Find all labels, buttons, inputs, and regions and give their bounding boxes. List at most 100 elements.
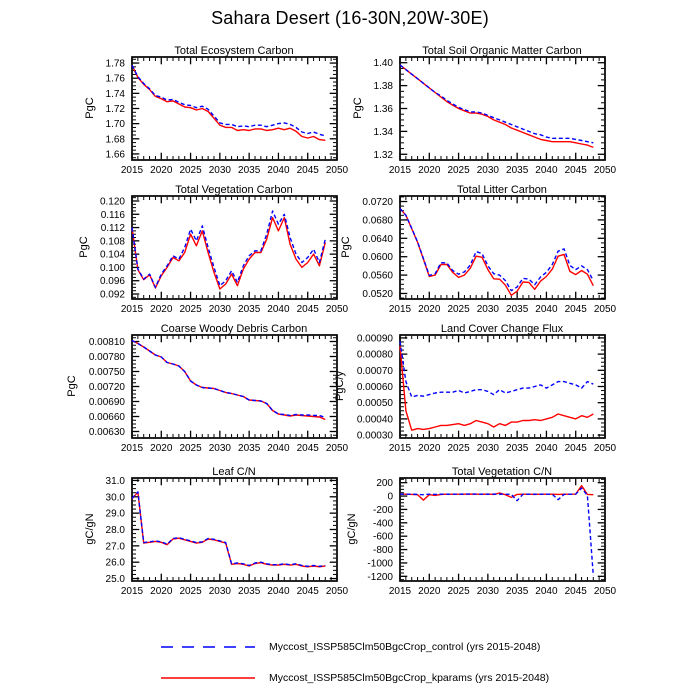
legend-label-control: Myccost_ISSP585Clm50BgcCrop_control (yrs…	[269, 641, 541, 653]
svg-text:2030: 2030	[209, 304, 232, 315]
svg-text:0.00630: 0.00630	[89, 427, 126, 438]
svg-text:200: 200	[376, 478, 393, 489]
svg-text:25.0: 25.0	[106, 574, 126, 585]
svg-text:2020: 2020	[150, 165, 173, 176]
chart-plot-total-ecosystem-carbon: 2015 2020 2025 2030 2035 2040 2045 2050 1.66 1.68…	[106, 56, 349, 176]
svg-text:2035: 2035	[238, 304, 261, 315]
svg-text:0.00050: 0.00050	[357, 398, 394, 409]
svg-text:2015: 2015	[389, 304, 412, 315]
svg-text:2025: 2025	[447, 165, 470, 176]
svg-text:2015: 2015	[121, 304, 144, 315]
svg-text:2020: 2020	[150, 586, 173, 597]
svg-text:0.00690: 0.00690	[89, 397, 126, 408]
svg-text:0.100: 0.100	[100, 263, 125, 274]
svg-text:0.112: 0.112	[101, 223, 126, 234]
chart-plot-land-cover-change-flux: 2015 2020 2025 2030 2035 2040 2045 2050 0.00030 0…	[357, 333, 617, 454]
chart-plot-coarse-woody-debris-carbon: 2015 2020 2025 2030 2035 2040 2045 2050 0.00630 0…	[89, 334, 349, 454]
svg-text:-600: -600	[373, 532, 393, 543]
svg-text:2040: 2040	[267, 304, 290, 315]
legend-line-dashed-blue	[161, 646, 255, 648]
svg-text:2030: 2030	[477, 586, 500, 597]
chart-plot-total-vegetation-carbon: 2015 2020 2025 2030 2035 2040 2045 2050 0.092 0.0…	[100, 195, 349, 315]
svg-text:2020: 2020	[418, 586, 441, 597]
svg-text:0.00070: 0.00070	[357, 366, 394, 377]
svg-text:-200: -200	[373, 505, 393, 516]
svg-text:2030: 2030	[209, 586, 232, 597]
svg-text:2045: 2045	[565, 586, 588, 597]
svg-text:0.00030: 0.00030	[357, 431, 394, 442]
svg-text:2015: 2015	[389, 165, 412, 176]
svg-text:29.0: 29.0	[106, 509, 126, 520]
svg-text:-400: -400	[373, 518, 393, 529]
svg-text:2050: 2050	[326, 165, 349, 176]
chart-title: Total Vegetation Carbon	[175, 184, 293, 196]
svg-text:2025: 2025	[179, 586, 202, 597]
chart-cell-total-vegetation-cn: Total Vegetation C/N gC/gN 2015 2020 2025 2…	[330, 466, 630, 618]
svg-text:2050: 2050	[594, 586, 617, 597]
svg-text:0.00660: 0.00660	[89, 412, 126, 423]
svg-text:2030: 2030	[477, 165, 500, 176]
svg-text:2050: 2050	[594, 165, 617, 176]
svg-text:0.0640: 0.0640	[362, 234, 393, 245]
svg-text:0.00080: 0.00080	[357, 350, 394, 361]
svg-text:-1200: -1200	[367, 572, 393, 583]
chart-title: Total Litter Carbon	[457, 184, 547, 196]
chart-cell-total-litter-carbon: Total Litter Carbon PgC 2015 2020 2025 2030…	[330, 184, 630, 336]
svg-text:1.36: 1.36	[374, 104, 394, 115]
svg-text:2035: 2035	[238, 586, 261, 597]
svg-text:2045: 2045	[297, 443, 320, 454]
svg-text:1.68: 1.68	[106, 134, 126, 145]
main-title: Sahara Desert (16-30N,20W-30E)	[211, 8, 489, 28]
svg-text:0.0600: 0.0600	[362, 252, 393, 263]
chart-title: Total Vegetation C/N	[451, 466, 553, 478]
svg-text:2020: 2020	[150, 304, 173, 315]
svg-text:1.74: 1.74	[106, 89, 126, 100]
svg-text:2050: 2050	[326, 443, 349, 454]
svg-text:1.32: 1.32	[374, 150, 394, 161]
chart-plot-total-soil-organic-matter-carbon: 2015 2020 2025 2030 2035 2040 2045 2050 1.32 1.34…	[374, 56, 617, 176]
svg-text:-800: -800	[373, 545, 393, 556]
svg-text:28.0: 28.0	[106, 525, 126, 536]
svg-text:31.0: 31.0	[106, 476, 126, 487]
svg-text:2020: 2020	[418, 165, 441, 176]
svg-text:2025: 2025	[179, 304, 202, 315]
svg-text:0.00810: 0.00810	[89, 337, 126, 348]
svg-text:0.00060: 0.00060	[357, 382, 394, 393]
svg-text:1.72: 1.72	[106, 104, 126, 115]
svg-text:2035: 2035	[506, 304, 529, 315]
chart-cell-total-vegetation-carbon: Total Vegetation Carbon PgC 2015 2020 2025…	[62, 184, 362, 336]
svg-text:2050: 2050	[326, 586, 349, 597]
svg-text:2030: 2030	[477, 304, 500, 315]
svg-text:1.40: 1.40	[374, 58, 394, 69]
svg-text:0.092: 0.092	[100, 290, 125, 301]
svg-text:0.104: 0.104	[100, 250, 125, 261]
svg-text:2015: 2015	[121, 443, 144, 454]
svg-text:0.096: 0.096	[100, 276, 125, 287]
legend-entry-kparams: Myccost_ISSP585Clm50BgcCrop_kparams (yrs…	[160, 672, 549, 684]
chart-title: Total Ecosystem Carbon	[174, 45, 294, 57]
svg-text:1.38: 1.38	[374, 81, 394, 92]
svg-text:2040: 2040	[535, 165, 558, 176]
legend-entry-control: Myccost_ISSP585Clm50BgcCrop_control (yrs…	[160, 641, 540, 653]
svg-text:1.78: 1.78	[106, 59, 126, 70]
chart-plot-total-litter-carbon: 2015 2020 2025 2030 2035 2040 2045 2050 0.0520 0.…	[362, 195, 617, 315]
chart-cell-land-cover-change-flux: Land Cover Change Flux PgC/y 2015 2020 202…	[330, 323, 630, 475]
svg-text:2015: 2015	[121, 165, 144, 176]
chart-cell-coarse-woody-debris-carbon: Coarse Woody Debris Carbon PgC 2015 2020 2…	[62, 323, 362, 475]
svg-text:2045: 2045	[297, 304, 320, 315]
svg-text:2045: 2045	[565, 443, 588, 454]
svg-text:0.0680: 0.0680	[362, 215, 393, 226]
svg-text:26.0: 26.0	[106, 558, 126, 569]
svg-text:2025: 2025	[447, 586, 470, 597]
svg-text:2020: 2020	[418, 304, 441, 315]
svg-text:2025: 2025	[447, 443, 470, 454]
svg-text:1.66: 1.66	[106, 149, 126, 160]
svg-text:0.00720: 0.00720	[89, 382, 126, 393]
legend-line-solid-red	[161, 677, 255, 679]
svg-text:2040: 2040	[267, 586, 290, 597]
svg-text:2050: 2050	[326, 304, 349, 315]
svg-text:0.00780: 0.00780	[89, 352, 126, 363]
svg-text:2030: 2030	[209, 443, 232, 454]
svg-text:2040: 2040	[535, 586, 558, 597]
